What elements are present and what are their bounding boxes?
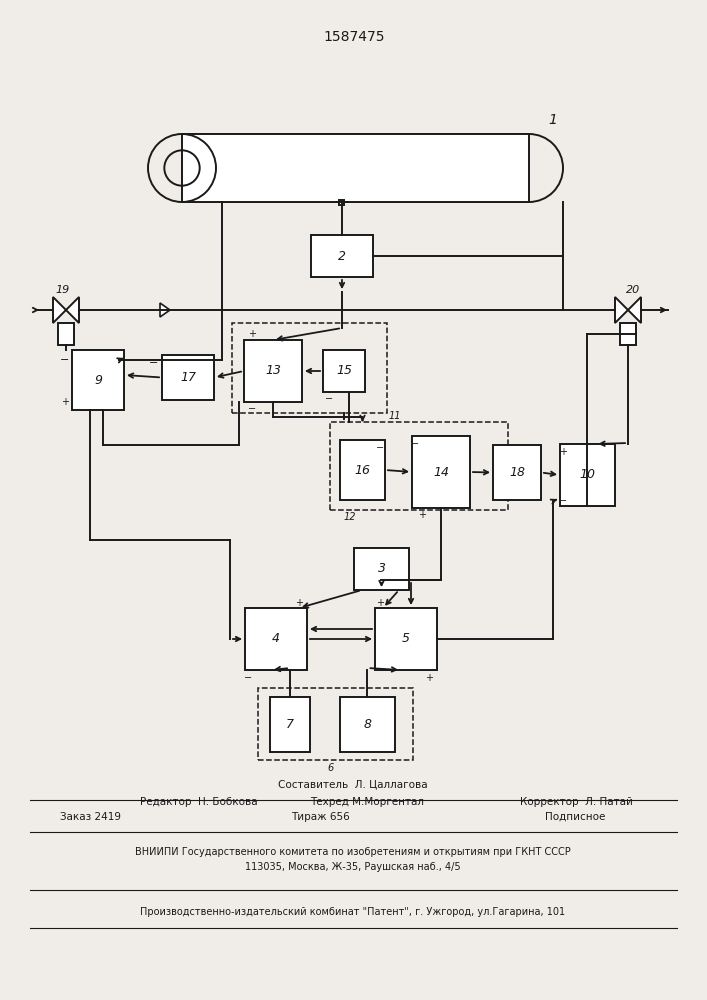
Text: +: + bbox=[248, 329, 256, 339]
Text: 11: 11 bbox=[389, 411, 402, 421]
Bar bbox=[162, 355, 214, 400]
Text: 18: 18 bbox=[509, 466, 525, 479]
Text: Тираж 656: Тираж 656 bbox=[291, 812, 349, 822]
Bar bbox=[72, 350, 124, 410]
Text: Подписное: Подписное bbox=[545, 812, 605, 822]
Bar bbox=[354, 548, 409, 590]
Polygon shape bbox=[53, 297, 66, 323]
Text: −: − bbox=[60, 355, 70, 365]
Text: +: + bbox=[61, 397, 69, 407]
Bar bbox=[311, 235, 373, 277]
Text: Составитель  Л. Цаллагова: Составитель Л. Цаллагова bbox=[278, 779, 428, 789]
Text: Заказ 2419: Заказ 2419 bbox=[60, 812, 121, 822]
Text: 4: 4 bbox=[272, 633, 280, 646]
Text: −: − bbox=[244, 673, 252, 683]
Bar bbox=[330, 422, 508, 510]
Text: −: − bbox=[559, 496, 567, 506]
Bar bbox=[339, 200, 344, 205]
Text: ВНИИПИ Государственного комитета по изобретениям и открытиям при ГКНТ СССР: ВНИИПИ Государственного комитета по изоб… bbox=[135, 847, 571, 857]
Bar bbox=[412, 436, 470, 508]
Bar bbox=[323, 350, 365, 392]
Bar bbox=[258, 688, 413, 760]
Text: 12: 12 bbox=[344, 512, 356, 522]
Text: +: + bbox=[295, 598, 303, 608]
Text: 8: 8 bbox=[363, 718, 371, 731]
Polygon shape bbox=[615, 297, 628, 323]
Bar bbox=[182, 134, 529, 202]
Text: 20: 20 bbox=[626, 285, 640, 295]
Text: −: − bbox=[411, 439, 419, 449]
Bar bbox=[58, 323, 74, 345]
Bar bbox=[245, 608, 307, 670]
Text: −: − bbox=[325, 394, 333, 404]
Text: 1: 1 bbox=[549, 113, 557, 127]
Text: Техред М.Моргентал: Техред М.Моргентал bbox=[310, 797, 424, 807]
Text: 5: 5 bbox=[402, 633, 410, 646]
Bar bbox=[232, 323, 387, 413]
Text: 3: 3 bbox=[378, 562, 385, 576]
Polygon shape bbox=[160, 303, 170, 317]
Text: 19: 19 bbox=[56, 285, 70, 295]
Text: Производственно-издательский комбинат "Патент", г. Ужгород, ул.Гагарина, 101: Производственно-издательский комбинат "П… bbox=[141, 907, 566, 917]
Text: 15: 15 bbox=[336, 364, 352, 377]
Text: 1587475: 1587475 bbox=[323, 30, 385, 44]
Text: 16: 16 bbox=[354, 464, 370, 477]
Text: 17: 17 bbox=[180, 371, 196, 384]
Text: 7: 7 bbox=[286, 718, 294, 731]
Bar bbox=[620, 323, 636, 345]
Bar bbox=[244, 340, 302, 402]
Text: +: + bbox=[425, 673, 433, 683]
Text: 113035, Москва, Ж-35, Раушская наб., 4/5: 113035, Москва, Ж-35, Раушская наб., 4/5 bbox=[245, 862, 461, 872]
Text: +: + bbox=[418, 510, 426, 520]
Polygon shape bbox=[628, 297, 641, 323]
Polygon shape bbox=[66, 297, 79, 323]
Bar bbox=[340, 440, 385, 500]
Text: Корректор  Л. Патай: Корректор Л. Патай bbox=[520, 797, 633, 807]
Text: −: − bbox=[149, 358, 158, 368]
Bar bbox=[270, 697, 310, 752]
Text: 14: 14 bbox=[433, 466, 449, 479]
Bar bbox=[375, 608, 437, 670]
Text: 6: 6 bbox=[327, 763, 334, 773]
Bar bbox=[560, 444, 615, 506]
Text: 9: 9 bbox=[94, 373, 102, 386]
Text: −: − bbox=[376, 443, 384, 453]
Bar bbox=[493, 445, 541, 500]
Text: +: + bbox=[376, 598, 384, 608]
Text: 13: 13 bbox=[265, 364, 281, 377]
Bar bbox=[340, 697, 395, 752]
Text: −: − bbox=[248, 404, 256, 414]
Text: +: + bbox=[559, 447, 567, 457]
Text: 10: 10 bbox=[580, 468, 595, 482]
Text: Редактор  Н. Бобкова: Редактор Н. Бобкова bbox=[140, 797, 257, 807]
Text: 2: 2 bbox=[338, 249, 346, 262]
